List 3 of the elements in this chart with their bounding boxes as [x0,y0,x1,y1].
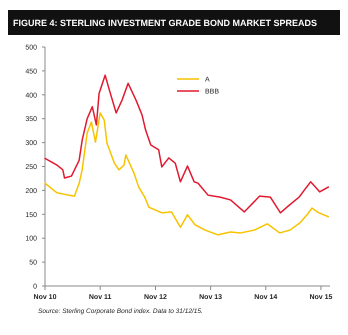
line-series [44,74,330,214]
line-series [44,112,330,236]
chart-title: FIGURE 4: STERLING INVESTMENT GRADE BOND MARKET SPREADS [13,18,318,28]
